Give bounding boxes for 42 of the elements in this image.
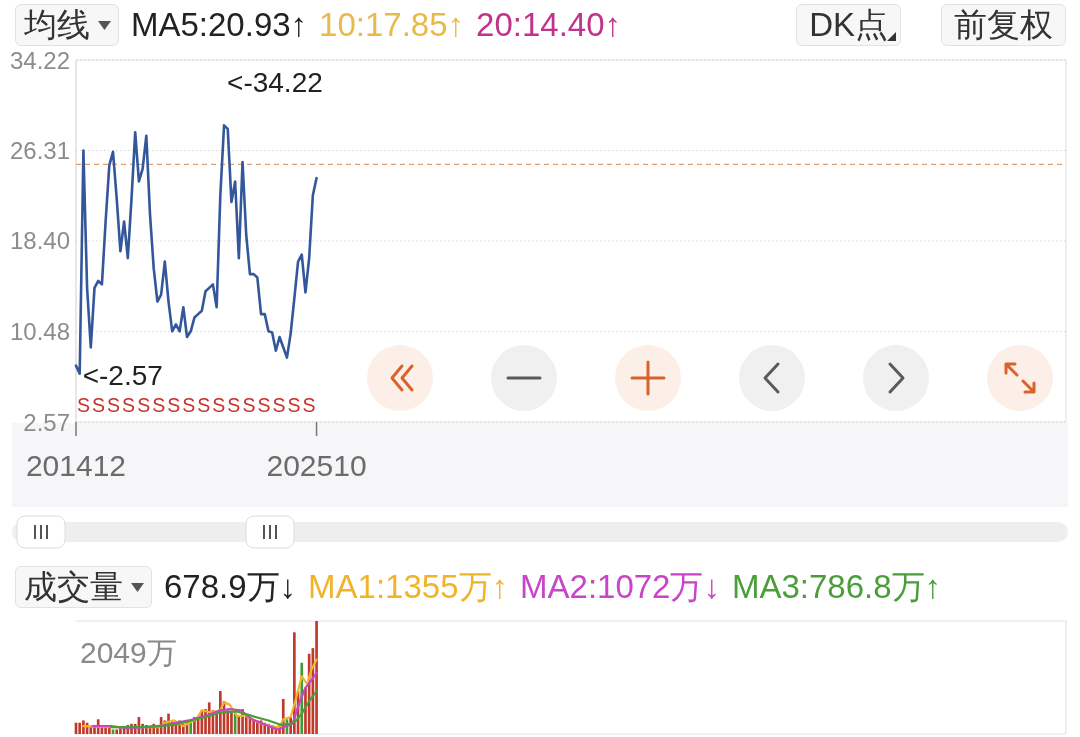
- y-tick-label: 2.57: [23, 408, 70, 436]
- y-tick-label: 18.40: [9, 227, 70, 255]
- annotation: S: [287, 393, 301, 416]
- bar: [315, 621, 318, 734]
- bar: [230, 712, 233, 734]
- annotation: S: [242, 393, 256, 416]
- series-label: MA1:1355万↑: [308, 566, 509, 607]
- annotation: S: [182, 393, 196, 416]
- chart-title: 均线: [24, 4, 90, 45]
- text: MA2:1072万↓: [520, 566, 720, 607]
- bar: [115, 729, 119, 734]
- annotation: S: [257, 393, 271, 416]
- annotation: S: [77, 393, 91, 416]
- annotation: <-2.57: [82, 359, 163, 391]
- annotation: S: [152, 393, 166, 416]
- annotation: S: [167, 393, 181, 416]
- text: 678.9万↓: [164, 566, 297, 607]
- text: 20:14.40↑: [476, 6, 622, 44]
- y-tick-label: 10.48: [9, 318, 70, 346]
- text: 前复权: [954, 4, 1053, 45]
- annotation: S: [92, 393, 106, 416]
- text: DK点: [809, 4, 888, 45]
- bar: [78, 722, 82, 734]
- bar: [119, 728, 122, 734]
- annotation: S: [107, 393, 121, 416]
- x-tick-label: 201412: [25, 448, 127, 482]
- annotation: S: [197, 393, 211, 416]
- annotation: S: [302, 393, 316, 416]
- annotation: S: [137, 393, 151, 416]
- annotation: S: [212, 393, 226, 416]
- chart-title: 成交量: [24, 566, 123, 607]
- annotation: S: [227, 393, 241, 416]
- annotation: S: [272, 393, 286, 416]
- text: 10:17.85↑: [319, 6, 465, 44]
- y-tick-label: 34.22: [9, 46, 70, 74]
- annotation: <-34.22: [227, 66, 323, 98]
- annotation: 2049万: [80, 635, 177, 669]
- y-tick-label: 26.31: [9, 136, 70, 164]
- text: MA5:20.93↑: [131, 6, 308, 44]
- x-tick-label: 202510: [266, 448, 367, 482]
- text: MA3:786.8万↑: [731, 566, 942, 607]
- annotation: S: [122, 393, 136, 416]
